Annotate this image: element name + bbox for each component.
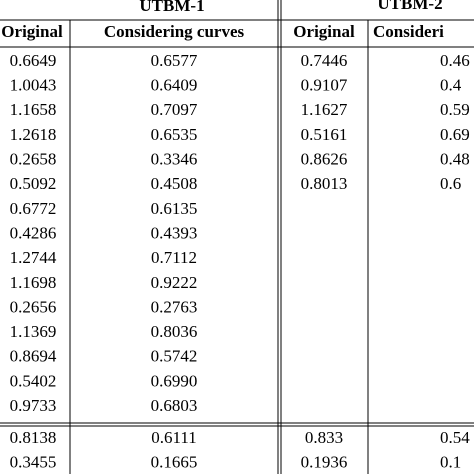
summary-cell: 0.8138: [10, 428, 57, 447]
summary-cell: 0.6111: [151, 428, 197, 447]
column-header: Original: [293, 22, 355, 41]
cell: 0.5092: [10, 174, 57, 193]
cell: 0.4508: [151, 174, 198, 193]
group-header: UTBM-1: [139, 0, 204, 15]
cell: 0.5402: [10, 371, 57, 390]
cell: 0.6409: [151, 76, 198, 95]
cell: 0.8694: [10, 347, 57, 366]
cell: 1.1627: [301, 100, 348, 119]
cell: 0.2656: [10, 297, 57, 316]
cell: 0.2763: [151, 297, 198, 316]
cell: 1.2618: [10, 125, 57, 144]
cell: 0.46: [440, 51, 470, 70]
cell: 0.6135: [151, 199, 198, 218]
summary-cell: 0.54: [440, 428, 470, 447]
cell: 0.9733: [10, 396, 57, 415]
cell: 0.6803: [151, 396, 198, 415]
summary-cell: 0.833: [305, 428, 343, 447]
cell: 1.1369: [10, 322, 57, 341]
cell: 0.4286: [10, 223, 57, 242]
cell: 0.3346: [151, 150, 198, 169]
cell: 1.0043: [10, 76, 57, 95]
cell: 0.6649: [10, 51, 57, 70]
cell: 0.69: [440, 125, 470, 144]
cell: 0.7446: [301, 51, 348, 70]
cell: 0.6577: [151, 51, 198, 70]
summary-cell: 0.1936: [301, 452, 348, 471]
cell: 0.8013: [301, 174, 348, 193]
cell: 1.2744: [10, 248, 57, 267]
cell: 0.6990: [151, 371, 198, 390]
cell: 1.1698: [10, 273, 57, 292]
cell: 0.7097: [151, 100, 198, 119]
column-header: Original: [1, 22, 63, 41]
summary-cell: 0.3455: [10, 452, 57, 471]
summary-cell: 0.1: [440, 452, 461, 471]
cell: 0.8036: [151, 322, 198, 341]
column-header: Considering curves: [104, 22, 245, 41]
cell: 0.5742: [151, 347, 198, 366]
cell: 0.6772: [10, 199, 57, 218]
cell: 0.2658: [10, 150, 57, 169]
cell: 0.9222: [151, 273, 198, 292]
cell: 0.4393: [151, 223, 198, 242]
group-header: UTBM-2: [377, 0, 442, 13]
cell: 0.6: [440, 174, 461, 193]
cell: 0.48: [440, 150, 470, 169]
cell: 0.5161: [301, 125, 348, 144]
cell: 0.6535: [151, 125, 198, 144]
cell: 1.1658: [10, 100, 57, 119]
cell: 0.4: [440, 76, 462, 95]
cell: 0.59: [440, 100, 470, 119]
summary-cell: 0.1665: [151, 452, 198, 471]
cell: 0.8626: [301, 150, 348, 169]
cell: 0.9107: [301, 76, 348, 95]
column-header: Consideri: [373, 22, 444, 41]
cell: 0.7112: [151, 248, 197, 267]
